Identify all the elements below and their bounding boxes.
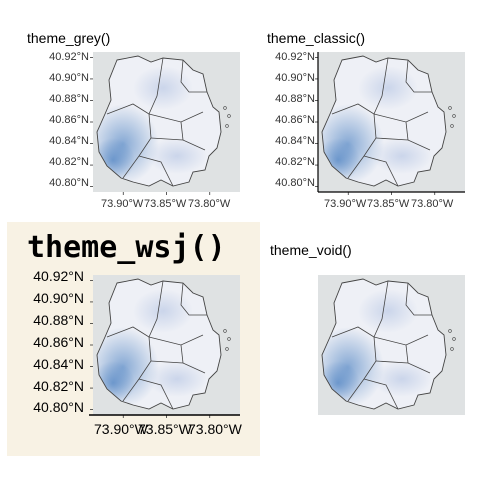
density-blob bbox=[372, 361, 432, 397]
borough-outline bbox=[321, 55, 447, 187]
island-marker bbox=[225, 347, 229, 351]
y-tick-label: 40.90°N bbox=[49, 72, 89, 84]
island-marker bbox=[225, 124, 229, 128]
density-map-void bbox=[318, 275, 465, 415]
borough-outline bbox=[96, 278, 222, 410]
y-tick-label: 40.84°N bbox=[49, 135, 89, 147]
district-boundary bbox=[148, 57, 164, 115]
borough-outline bbox=[96, 55, 222, 187]
x-tick-label: 73.90°W bbox=[94, 421, 148, 437]
island-marker bbox=[450, 347, 454, 351]
x-tick-label: 73.85°W bbox=[138, 421, 192, 437]
panel-title: theme_wsj() bbox=[27, 230, 226, 265]
district-boundary bbox=[405, 344, 409, 364]
district-boundary bbox=[180, 59, 207, 93]
district-boundary bbox=[138, 155, 174, 187]
density-map-classic bbox=[315, 52, 465, 195]
district-boundary bbox=[180, 282, 207, 316]
y-tick-label: 40.80°N bbox=[33, 399, 84, 415]
x-tick-label: 73.80°W bbox=[411, 198, 454, 210]
y-tick-label: 40.92°N bbox=[275, 51, 315, 63]
district-boundary bbox=[373, 57, 389, 115]
island-marker bbox=[227, 114, 231, 118]
y-tick-label: 40.80°N bbox=[275, 177, 315, 189]
district-boundary bbox=[363, 155, 399, 187]
x-tick-label: 73.90°W bbox=[324, 198, 367, 210]
y-tick-label: 40.82°N bbox=[275, 156, 315, 168]
x-tick-label: 73.85°W bbox=[367, 198, 410, 210]
y-tick-label: 40.82°N bbox=[33, 378, 84, 394]
district-boundary bbox=[106, 103, 152, 179]
district-boundary bbox=[331, 103, 377, 179]
island-marker bbox=[448, 329, 452, 333]
y-tick-label: 40.84°N bbox=[33, 356, 84, 372]
district-boundary bbox=[180, 121, 184, 141]
y-tick-label: 40.90°N bbox=[33, 290, 84, 306]
island-marker bbox=[227, 337, 231, 341]
island-marker bbox=[223, 106, 227, 110]
panel-title: theme_void() bbox=[270, 242, 352, 258]
x-tick-label: 73.80°W bbox=[188, 421, 242, 437]
density-map-wsj bbox=[89, 275, 240, 418]
panel-title: theme_classic() bbox=[267, 30, 366, 46]
borough-outline bbox=[321, 278, 447, 410]
density-blob bbox=[133, 66, 193, 110]
y-tick-label: 40.88°N bbox=[33, 312, 84, 328]
y-tick-label: 40.82°N bbox=[49, 156, 89, 168]
district-boundary bbox=[363, 378, 399, 410]
island-marker bbox=[452, 114, 456, 118]
y-tick-label: 40.80°N bbox=[49, 177, 89, 189]
y-tick-label: 40.88°N bbox=[275, 93, 315, 105]
y-tick-label: 40.86°N bbox=[49, 114, 89, 126]
y-tick-label: 40.90°N bbox=[275, 72, 315, 84]
y-tick-label: 40.88°N bbox=[49, 93, 89, 105]
density-blob bbox=[133, 289, 193, 333]
district-boundary bbox=[405, 59, 432, 93]
island-marker bbox=[450, 124, 454, 128]
y-tick-label: 40.86°N bbox=[275, 114, 315, 126]
density-blob bbox=[147, 138, 207, 174]
panel-title: theme_grey() bbox=[27, 30, 111, 46]
y-tick-label: 40.92°N bbox=[33, 268, 84, 284]
density-blob bbox=[372, 138, 432, 174]
island-marker bbox=[223, 329, 227, 333]
y-tick-label: 40.86°N bbox=[33, 334, 84, 350]
y-tick-label: 40.84°N bbox=[275, 135, 315, 147]
density-map-grey bbox=[90, 52, 240, 195]
island-marker bbox=[452, 337, 456, 341]
district-boundary bbox=[331, 326, 377, 402]
district-boundary bbox=[180, 344, 184, 364]
density-blob bbox=[358, 66, 418, 110]
x-tick-label: 73.90°W bbox=[101, 198, 144, 210]
district-boundary bbox=[138, 378, 174, 410]
x-tick-label: 73.80°W bbox=[188, 198, 231, 210]
district-boundary bbox=[106, 326, 152, 402]
density-blob bbox=[358, 289, 418, 333]
district-boundary bbox=[405, 282, 432, 316]
district-boundary bbox=[373, 280, 389, 338]
y-tick-label: 40.92°N bbox=[49, 51, 89, 63]
density-blob bbox=[147, 361, 207, 397]
district-boundary bbox=[148, 280, 164, 338]
x-tick-label: 73.85°W bbox=[144, 198, 187, 210]
island-marker bbox=[448, 106, 452, 110]
district-boundary bbox=[405, 121, 409, 141]
